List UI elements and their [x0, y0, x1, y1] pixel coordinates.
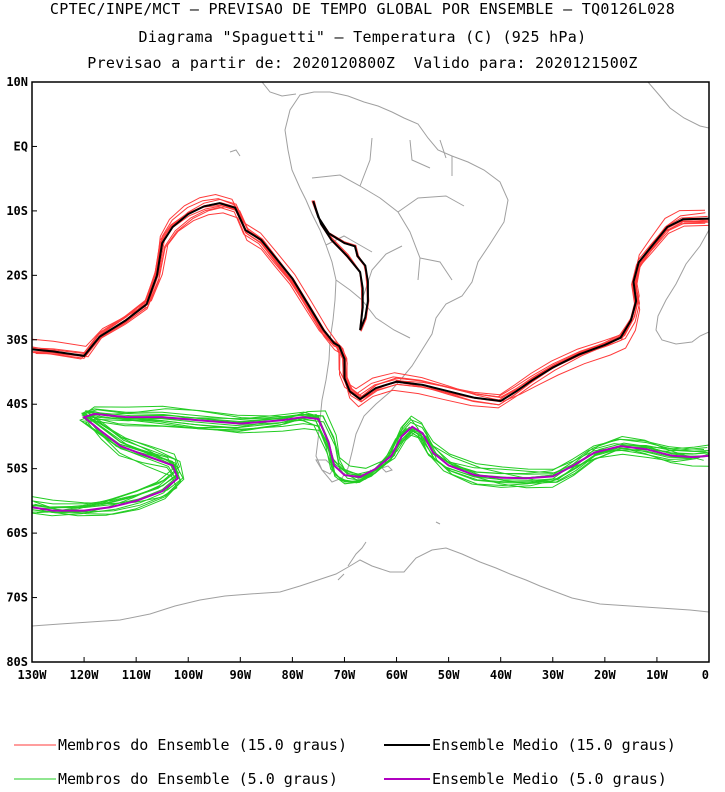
ensemble-member-5c-line: [32, 415, 705, 513]
lon-tick-label: 50W: [438, 668, 460, 682]
lon-tick-label: 60W: [386, 668, 408, 682]
ensemble-mean-15c-line: [32, 202, 709, 403]
galapagos-islands: [229, 149, 241, 157]
west-africa-bulge: [647, 82, 709, 129]
ensemble-member-15c-line: [32, 203, 708, 401]
chart-title-line-2: Diagrama "Spaguetti" – Temperatura (C) (…: [138, 28, 587, 46]
ensemble-member-15c-line: [32, 212, 706, 402]
map-frame: [31, 81, 710, 663]
ensemble-member-15c-line: [35, 193, 706, 409]
lon-tick-label: 120W: [70, 668, 100, 682]
ensemble-member-15c-line: [32, 206, 706, 398]
lat-tick-label: EQ: [14, 139, 28, 153]
lat-tick-label: 20S: [6, 268, 28, 282]
lat-tick-label: 70S: [6, 591, 28, 605]
lon-tick-label: 130W: [18, 668, 48, 682]
ensemble-member-5c-line: [32, 410, 708, 517]
falkland-islands: [381, 465, 393, 473]
lat-tick-label: 50S: [6, 462, 28, 476]
lon-tick-label: 30W: [542, 668, 564, 682]
lat-tick-label: 30S: [6, 333, 28, 347]
ensemble-member-15c-line: [34, 202, 709, 403]
lon-tick-label: 70W: [334, 668, 356, 682]
ensemble-member-15c-andes-line: [312, 200, 369, 330]
ensemble-member-15c-line: [34, 205, 709, 402]
ensemble-member-15c-line: [32, 203, 709, 399]
lon-tick-label: 10W: [646, 668, 668, 682]
africa-coast: [655, 229, 709, 345]
lon-tick-label: 90W: [229, 668, 251, 682]
ensemble-member-5c-line: [32, 411, 706, 517]
lon-tick-label: 20W: [594, 668, 616, 682]
chart-title-line-3: Previsao a partir de: 2020120800Z Valido…: [87, 54, 638, 72]
lat-tick-label: 80S: [6, 655, 28, 669]
legend-label-members-5c: Membros do Ensemble (5.0 graus): [58, 770, 338, 788]
country-borders: [311, 137, 465, 339]
lat-tick-label: 10S: [6, 204, 28, 218]
ensemble-member-15c-line: [33, 198, 709, 403]
ensemble-member-15c-line: [32, 202, 709, 402]
ensemble-mean-15c-andes-loop: [312, 200, 369, 331]
lon-tick-label: 100W: [174, 668, 204, 682]
lon-tick-label: 110W: [122, 668, 152, 682]
lat-tick-label: 60S: [6, 526, 28, 540]
lat-tick-label: 10N: [6, 75, 28, 89]
legend-label-mean-5c: Ensemble Medio (5.0 graus): [432, 770, 667, 788]
ensemble-member-15c-line: [32, 198, 709, 406]
coastline-layer: [32, 82, 709, 627]
lat-tick-label: 40S: [6, 397, 28, 411]
lon-tick-label: 0: [702, 668, 709, 682]
lon-tick-label: 80W: [282, 668, 304, 682]
ensemble-mean-5c-line: [32, 412, 709, 512]
longitude-axis: 130W 120W 110W 100W 90W 80W 70W 60W 50W 40W 30W 20W…: [18, 657, 710, 682]
legend: Membros do Ensemble (15.0 graus) Ensembl…: [14, 736, 676, 788]
legend-label-mean-15c: Ensemble Medio (15.0 graus): [432, 736, 676, 754]
south-america-coast: [284, 91, 509, 483]
antarctic-peninsula: [337, 541, 367, 581]
central-america-coast: [261, 82, 297, 97]
lon-tick-label: 40W: [490, 668, 512, 682]
ensemble-means: [32, 200, 709, 512]
ensemble-member-5c-line: [32, 412, 709, 509]
ensemble-members-5c: [32, 405, 709, 517]
latitude-axis: 10N EQ 10S 20S 30S 40S 50S 60S 70S 80S: [6, 75, 37, 669]
antarctica-coast: [32, 547, 709, 627]
legend-label-members-15c: Membros do Ensemble (15.0 graus): [58, 736, 347, 754]
ensemble-members-15c: [32, 193, 709, 409]
ensemble-member-15c-line: [33, 204, 708, 406]
chart-title-line-1: CPTEC/INPE/MCT – PREVISAO DE TEMPO GLOBA…: [49, 0, 676, 18]
